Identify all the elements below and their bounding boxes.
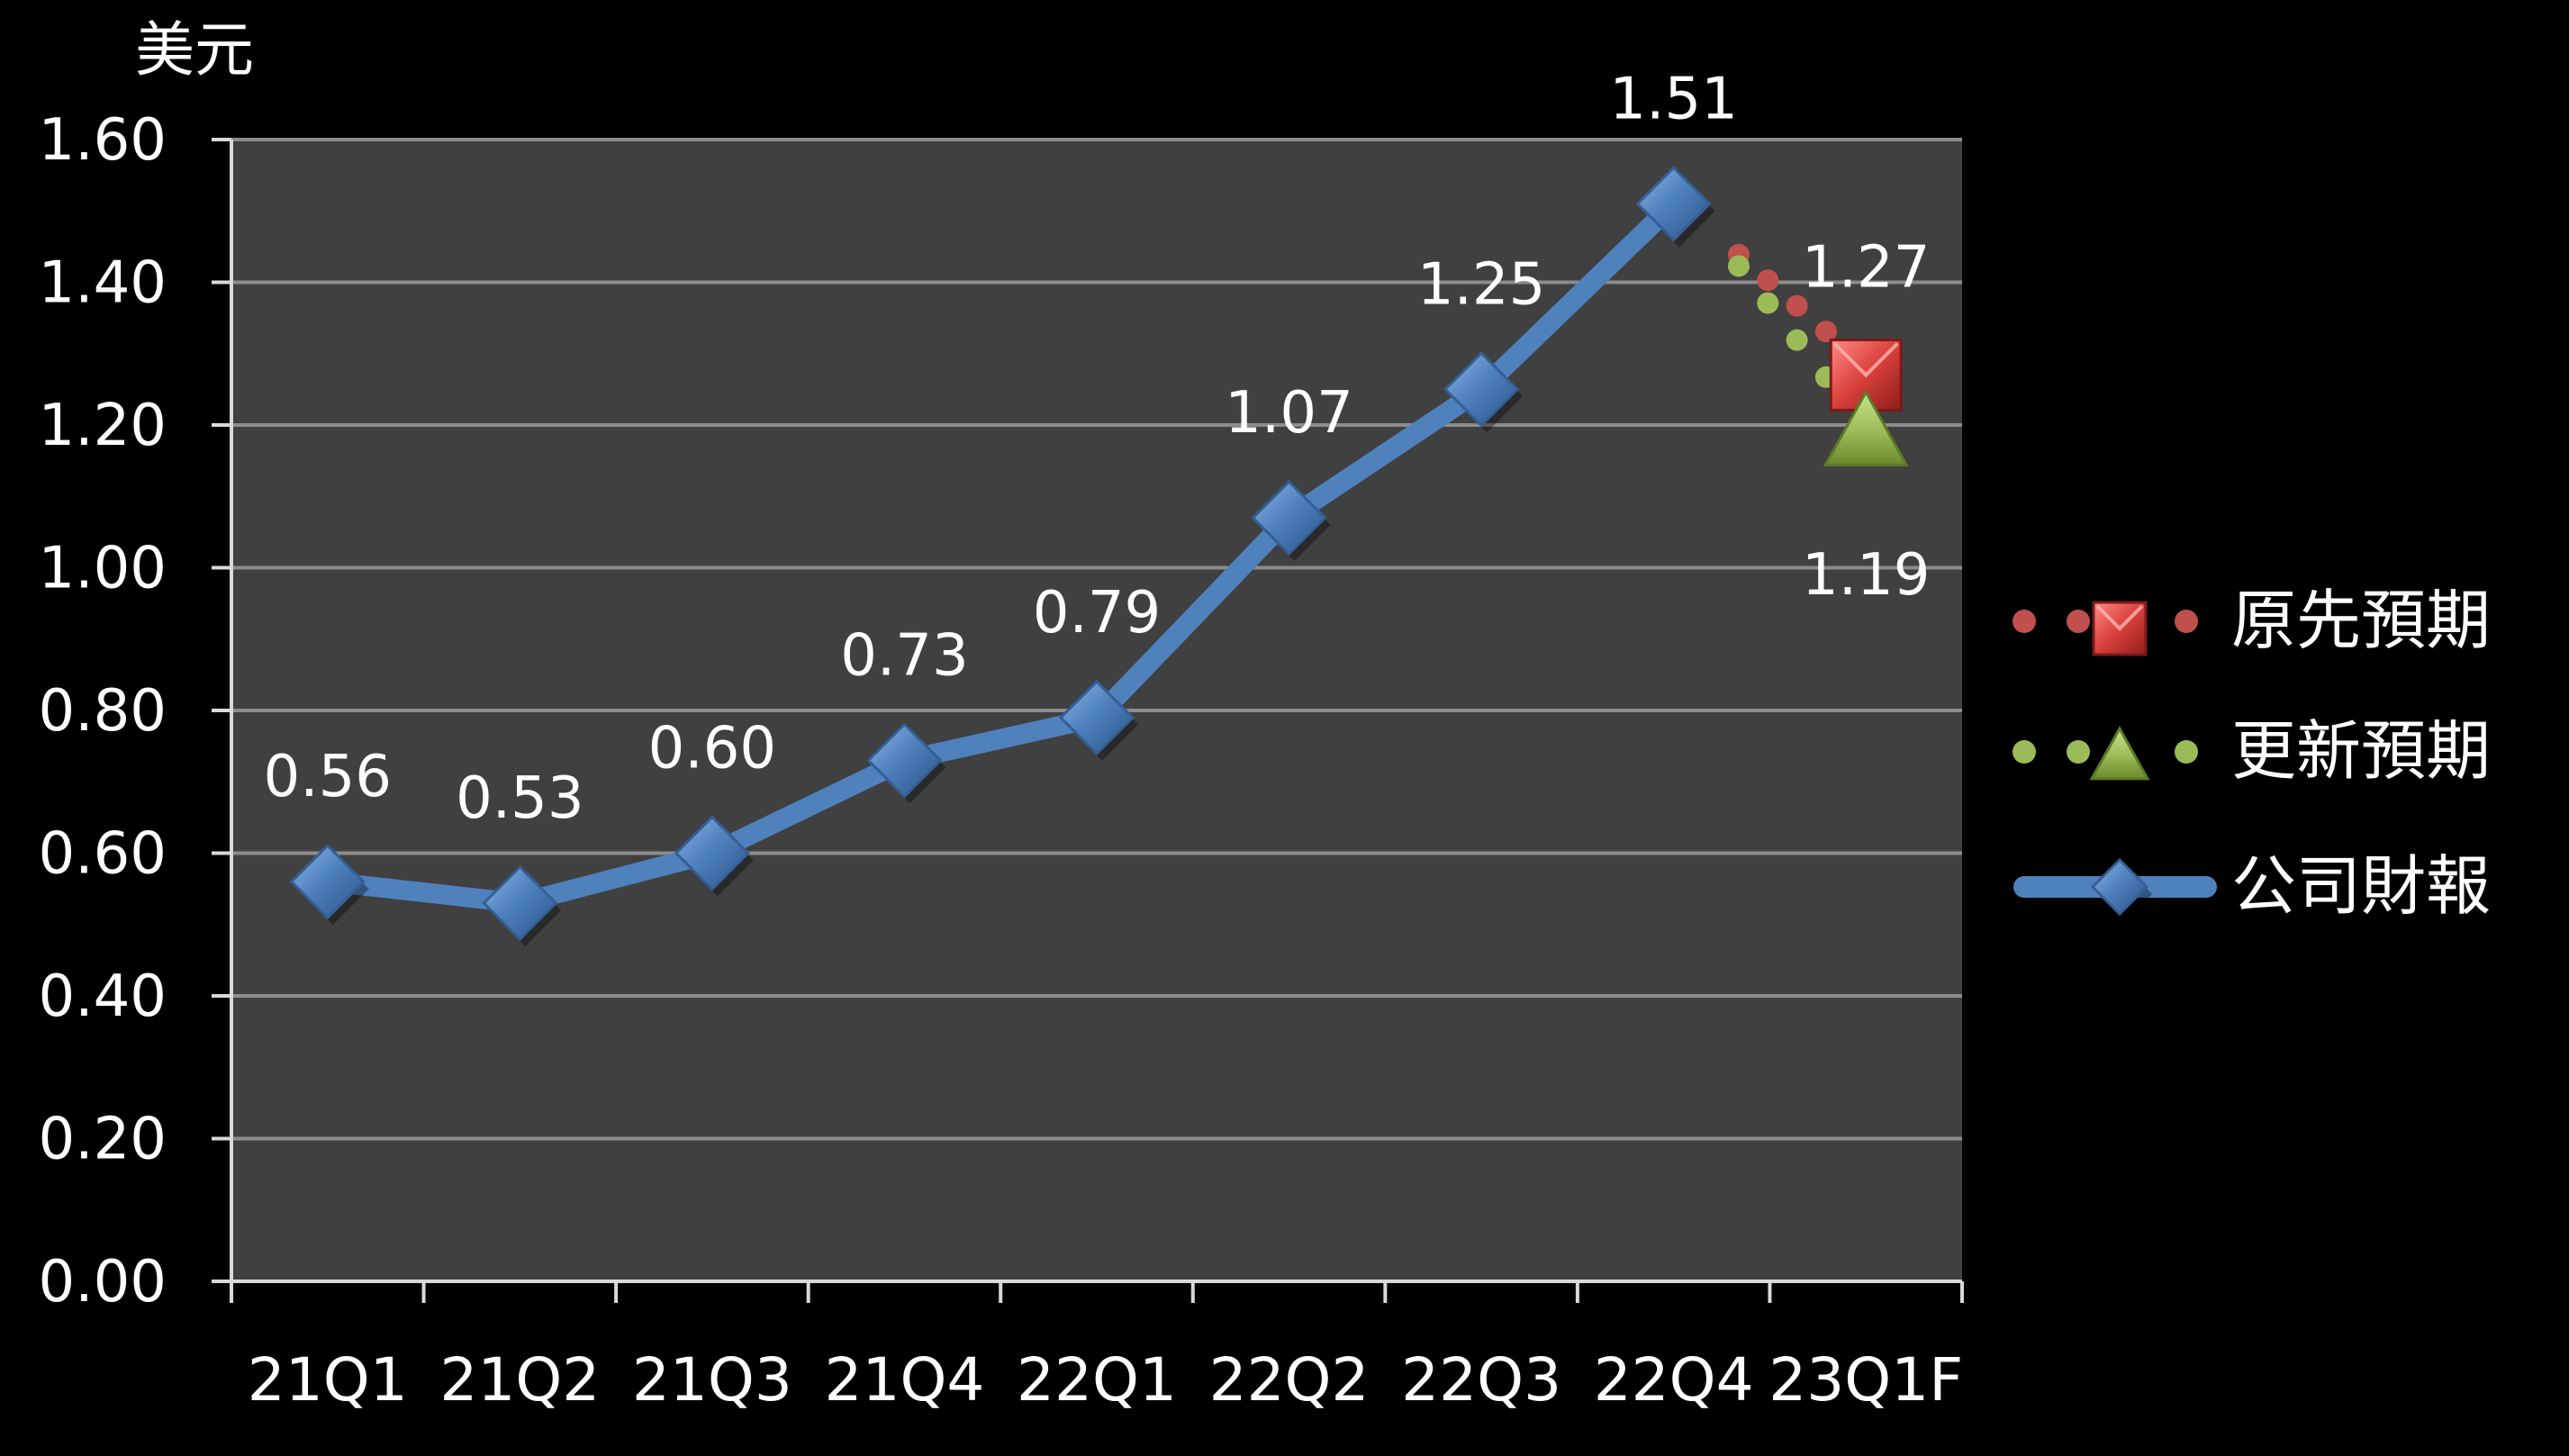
x-tick-label: 22Q1 [1017, 1345, 1177, 1415]
x-tick-labels: 21Q1 21Q2 21Q3 21Q4 22Q1 22Q2 22Q3 22Q4 23Q1F [248, 1345, 1963, 1415]
series-layer [289, 166, 1909, 946]
x-tick-label: 21Q1 [248, 1345, 408, 1415]
diamond-marker [1251, 479, 1327, 556]
data-label: 1.07 [1225, 380, 1353, 447]
forecast-dot [1786, 294, 1808, 317]
legend-dot [2175, 740, 2198, 764]
data-label: 0.73 [840, 622, 969, 689]
x-tick-label: 21Q2 [439, 1345, 600, 1415]
diamond-marker [2090, 857, 2149, 917]
legend-dot [2013, 740, 2036, 764]
legend-label: 公司財報 [2231, 848, 2491, 924]
legend-label: 更新預期 [2231, 713, 2491, 789]
y-tick-label: 0.00 [39, 1249, 167, 1316]
x-tick-label: 21Q4 [824, 1345, 984, 1415]
diamond-marker [1443, 351, 1520, 428]
y-tick-label: 0.60 [39, 821, 167, 888]
y-tick-label: 0.20 [39, 1107, 167, 1173]
forecast-dot [1814, 321, 1837, 343]
y-tick-label: 1.40 [39, 250, 167, 317]
x-tick-label: 22Q4 [1594, 1345, 1754, 1415]
legend-dot [2013, 610, 2036, 633]
gridlines [231, 138, 1962, 1141]
data-label: 1.51 [1609, 66, 1738, 132]
y-axis-label: 美元 [135, 15, 254, 85]
x-tick-label: 22Q2 [1209, 1345, 1370, 1415]
actual-series-line [317, 194, 1684, 913]
forecast-dot [1757, 292, 1779, 314]
legend-dot [2067, 610, 2090, 633]
diamond-marker [1058, 679, 1135, 756]
triangle-marker [1823, 389, 1909, 466]
data-label: 1.27 [1802, 235, 1931, 302]
forecast-dot [1786, 329, 1808, 351]
y-tick-label: 0.40 [39, 963, 167, 1030]
y-tick-label: 1.60 [39, 107, 167, 174]
y-tick-label: 1.20 [39, 393, 167, 459]
data-labels: 0.56 0.53 0.60 0.73 0.79 1.07 1.25 1.51 1.27 1.19 [264, 66, 1931, 832]
axes [212, 138, 1964, 1303]
y-tick-label: 0.80 [39, 678, 167, 745]
data-label: 0.53 [456, 765, 584, 832]
data-label: 0.79 [1033, 580, 1162, 647]
legend-label: 原先預期 [2231, 583, 2491, 658]
y-tick-labels: 0.00 0.20 0.40 0.60 0.80 1.00 1.20 1.40 1.60 [39, 107, 167, 1316]
legend-dot [2067, 740, 2090, 764]
diamond-marker [866, 722, 943, 799]
x-tick-label: 23Q1F [1768, 1345, 1963, 1415]
square-marker-highlight [2095, 604, 2144, 631]
legend-dot [2175, 610, 2198, 633]
diamond-marker [289, 844, 366, 920]
data-label: 0.56 [264, 744, 393, 810]
square-marker-highlight [1832, 342, 1899, 378]
y-tick-label: 1.00 [39, 536, 167, 602]
diamond-marker [674, 815, 751, 891]
data-label: 0.60 [648, 716, 777, 782]
data-label: 1.19 [1802, 542, 1931, 609]
x-tick-label: 21Q3 [632, 1345, 792, 1415]
x-tick-label: 22Q3 [1401, 1345, 1561, 1415]
diamond-marker [1635, 166, 1712, 242]
diamond-marker [482, 864, 558, 942]
data-label: 1.25 [1417, 251, 1546, 318]
forecast-dot [1757, 269, 1779, 292]
triangle-marker [2089, 726, 2150, 781]
forecast-dot [1727, 255, 1750, 277]
